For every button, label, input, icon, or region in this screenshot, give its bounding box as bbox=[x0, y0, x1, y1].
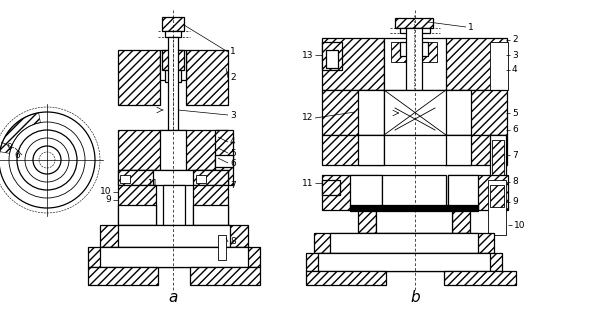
Bar bbox=[384, 135, 446, 165]
Bar bbox=[400, 42, 428, 56]
Text: 10: 10 bbox=[514, 220, 526, 230]
Bar bbox=[400, 28, 430, 33]
Bar bbox=[193, 170, 228, 185]
Bar bbox=[490, 135, 506, 210]
Text: 10: 10 bbox=[100, 188, 111, 197]
Text: 3: 3 bbox=[512, 50, 518, 59]
Bar bbox=[492, 140, 504, 205]
Text: 4: 4 bbox=[230, 137, 236, 146]
Bar bbox=[118, 185, 156, 225]
Bar bbox=[190, 267, 260, 285]
Bar bbox=[118, 170, 153, 185]
Bar bbox=[193, 205, 228, 225]
Bar bbox=[165, 70, 181, 82]
Text: 8: 8 bbox=[512, 178, 518, 187]
Bar bbox=[445, 135, 471, 165]
Bar bbox=[330, 233, 478, 253]
Text: 8: 8 bbox=[230, 238, 236, 247]
Bar bbox=[488, 180, 506, 235]
Bar bbox=[322, 135, 384, 165]
Text: 4: 4 bbox=[512, 66, 518, 75]
Bar bbox=[384, 38, 446, 90]
Bar bbox=[382, 175, 446, 210]
Text: 6: 6 bbox=[230, 159, 236, 168]
Text: 5: 5 bbox=[512, 109, 518, 118]
Text: 9: 9 bbox=[6, 143, 12, 152]
Bar bbox=[165, 31, 181, 37]
Bar bbox=[391, 42, 437, 62]
Bar bbox=[452, 211, 470, 233]
Bar bbox=[322, 175, 382, 210]
Bar bbox=[445, 90, 507, 135]
Bar bbox=[118, 50, 160, 105]
Bar bbox=[326, 50, 338, 68]
Bar bbox=[318, 253, 490, 271]
Bar bbox=[445, 135, 507, 165]
Bar bbox=[448, 175, 478, 210]
Bar bbox=[306, 271, 386, 285]
Bar bbox=[88, 267, 158, 285]
Bar bbox=[196, 175, 206, 183]
Bar bbox=[358, 211, 376, 233]
Bar bbox=[162, 17, 184, 31]
Bar bbox=[350, 205, 478, 211]
Bar bbox=[444, 271, 516, 285]
Bar bbox=[395, 18, 433, 28]
Text: 6: 6 bbox=[512, 126, 518, 134]
Bar bbox=[120, 175, 130, 183]
Bar bbox=[448, 175, 508, 210]
Bar bbox=[100, 225, 248, 247]
Bar bbox=[162, 50, 184, 70]
Text: 9: 9 bbox=[512, 197, 518, 207]
Bar bbox=[160, 50, 186, 80]
Bar bbox=[490, 42, 508, 90]
Bar bbox=[322, 38, 384, 90]
Bar bbox=[118, 130, 228, 170]
Bar bbox=[118, 205, 156, 225]
Bar bbox=[358, 135, 384, 165]
Bar bbox=[384, 90, 446, 135]
Bar bbox=[100, 247, 248, 267]
Bar bbox=[186, 50, 228, 105]
Bar bbox=[445, 90, 471, 135]
Text: 7: 7 bbox=[230, 180, 236, 189]
Text: 2: 2 bbox=[512, 35, 518, 44]
Bar bbox=[406, 28, 422, 90]
Text: 7: 7 bbox=[512, 151, 518, 160]
Bar bbox=[168, 37, 178, 157]
Text: a: a bbox=[169, 290, 178, 304]
Bar bbox=[163, 185, 185, 250]
Bar bbox=[350, 175, 382, 210]
Text: 5: 5 bbox=[230, 148, 236, 157]
Bar bbox=[88, 247, 260, 267]
Bar bbox=[215, 155, 233, 167]
Text: 3: 3 bbox=[230, 110, 236, 119]
Text: 11: 11 bbox=[147, 179, 157, 188]
Text: 9: 9 bbox=[105, 196, 111, 205]
Bar bbox=[218, 235, 226, 260]
Text: 12: 12 bbox=[302, 114, 313, 123]
Bar bbox=[322, 42, 342, 70]
Text: b: b bbox=[410, 290, 420, 304]
Text: 2: 2 bbox=[230, 73, 236, 82]
Bar bbox=[306, 253, 502, 271]
Bar bbox=[314, 233, 494, 253]
Text: 1: 1 bbox=[468, 22, 474, 31]
Bar bbox=[490, 185, 504, 207]
Bar bbox=[215, 130, 233, 185]
Bar bbox=[376, 211, 452, 233]
Bar bbox=[445, 38, 507, 90]
Bar bbox=[160, 130, 186, 170]
Bar bbox=[118, 225, 230, 247]
Bar bbox=[322, 90, 384, 135]
Text: 11: 11 bbox=[302, 179, 313, 188]
Text: 6: 6 bbox=[14, 151, 20, 160]
Bar bbox=[322, 180, 340, 195]
Text: 1: 1 bbox=[230, 48, 236, 57]
Bar bbox=[118, 170, 228, 185]
Bar bbox=[193, 185, 228, 225]
Text: 13: 13 bbox=[302, 50, 313, 59]
Bar bbox=[358, 90, 384, 135]
